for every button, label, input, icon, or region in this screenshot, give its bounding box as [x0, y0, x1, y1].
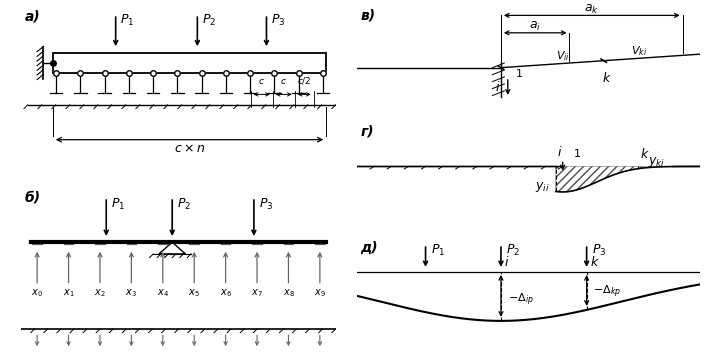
Text: д): д) — [361, 241, 378, 255]
Text: $1$: $1$ — [515, 67, 523, 79]
Text: $c/2$: $c/2$ — [297, 76, 311, 86]
Text: $P_3$: $P_3$ — [592, 243, 606, 258]
Text: $a_i$: $a_i$ — [529, 20, 541, 33]
Text: $x_4$: $x_4$ — [157, 287, 169, 299]
Text: $x_1$: $x_1$ — [63, 287, 74, 299]
Text: $c\times n$: $c\times n$ — [174, 142, 205, 155]
Text: $i$: $i$ — [556, 145, 562, 159]
Text: $i$: $i$ — [504, 255, 510, 269]
Text: $P_2$: $P_2$ — [506, 243, 521, 258]
Text: $i$: $i$ — [495, 80, 501, 94]
Text: б): б) — [24, 191, 41, 204]
Text: $k$: $k$ — [640, 147, 650, 161]
Text: $P_3$: $P_3$ — [271, 12, 286, 28]
Text: $y_{ki}$: $y_{ki}$ — [648, 155, 665, 169]
Bar — [53, 53, 326, 73]
Text: $1$: $1$ — [573, 147, 581, 159]
Text: в): в) — [361, 8, 376, 23]
Text: а): а) — [24, 9, 40, 23]
Text: $P_3$: $P_3$ — [258, 197, 273, 212]
Text: $k$: $k$ — [603, 70, 612, 85]
Text: $V_{ii}$: $V_{ii}$ — [555, 49, 570, 63]
Text: $x_3$: $x_3$ — [126, 287, 137, 299]
Text: $x_7$: $x_7$ — [251, 287, 263, 299]
Text: $x_0$: $x_0$ — [31, 287, 43, 299]
Text: $P_1$: $P_1$ — [121, 12, 135, 28]
Text: $x_8$: $x_8$ — [283, 287, 294, 299]
Text: $a_k$: $a_k$ — [584, 3, 599, 16]
Text: $k$: $k$ — [590, 255, 600, 269]
Text: $-\Delta_{ip}$: $-\Delta_{ip}$ — [508, 292, 533, 308]
Text: $P_2$: $P_2$ — [177, 197, 191, 212]
Text: $P_1$: $P_1$ — [111, 197, 125, 212]
Text: г): г) — [361, 125, 374, 139]
Text: $V_{ki}$: $V_{ki}$ — [631, 44, 648, 57]
Text: $c$: $c$ — [258, 77, 265, 86]
Text: $-\Delta_{kp}$: $-\Delta_{kp}$ — [593, 284, 622, 300]
Text: $y_{ii}$: $y_{ii}$ — [536, 180, 550, 194]
Text: $P_2$: $P_2$ — [202, 12, 216, 28]
Text: $P_1$: $P_1$ — [431, 243, 445, 258]
Text: $c$: $c$ — [281, 77, 287, 86]
Text: $x_9$: $x_9$ — [314, 287, 326, 299]
Text: $x_6$: $x_6$ — [220, 287, 231, 299]
Text: $x_5$: $x_5$ — [188, 287, 200, 299]
Text: $x_2$: $x_2$ — [94, 287, 106, 299]
